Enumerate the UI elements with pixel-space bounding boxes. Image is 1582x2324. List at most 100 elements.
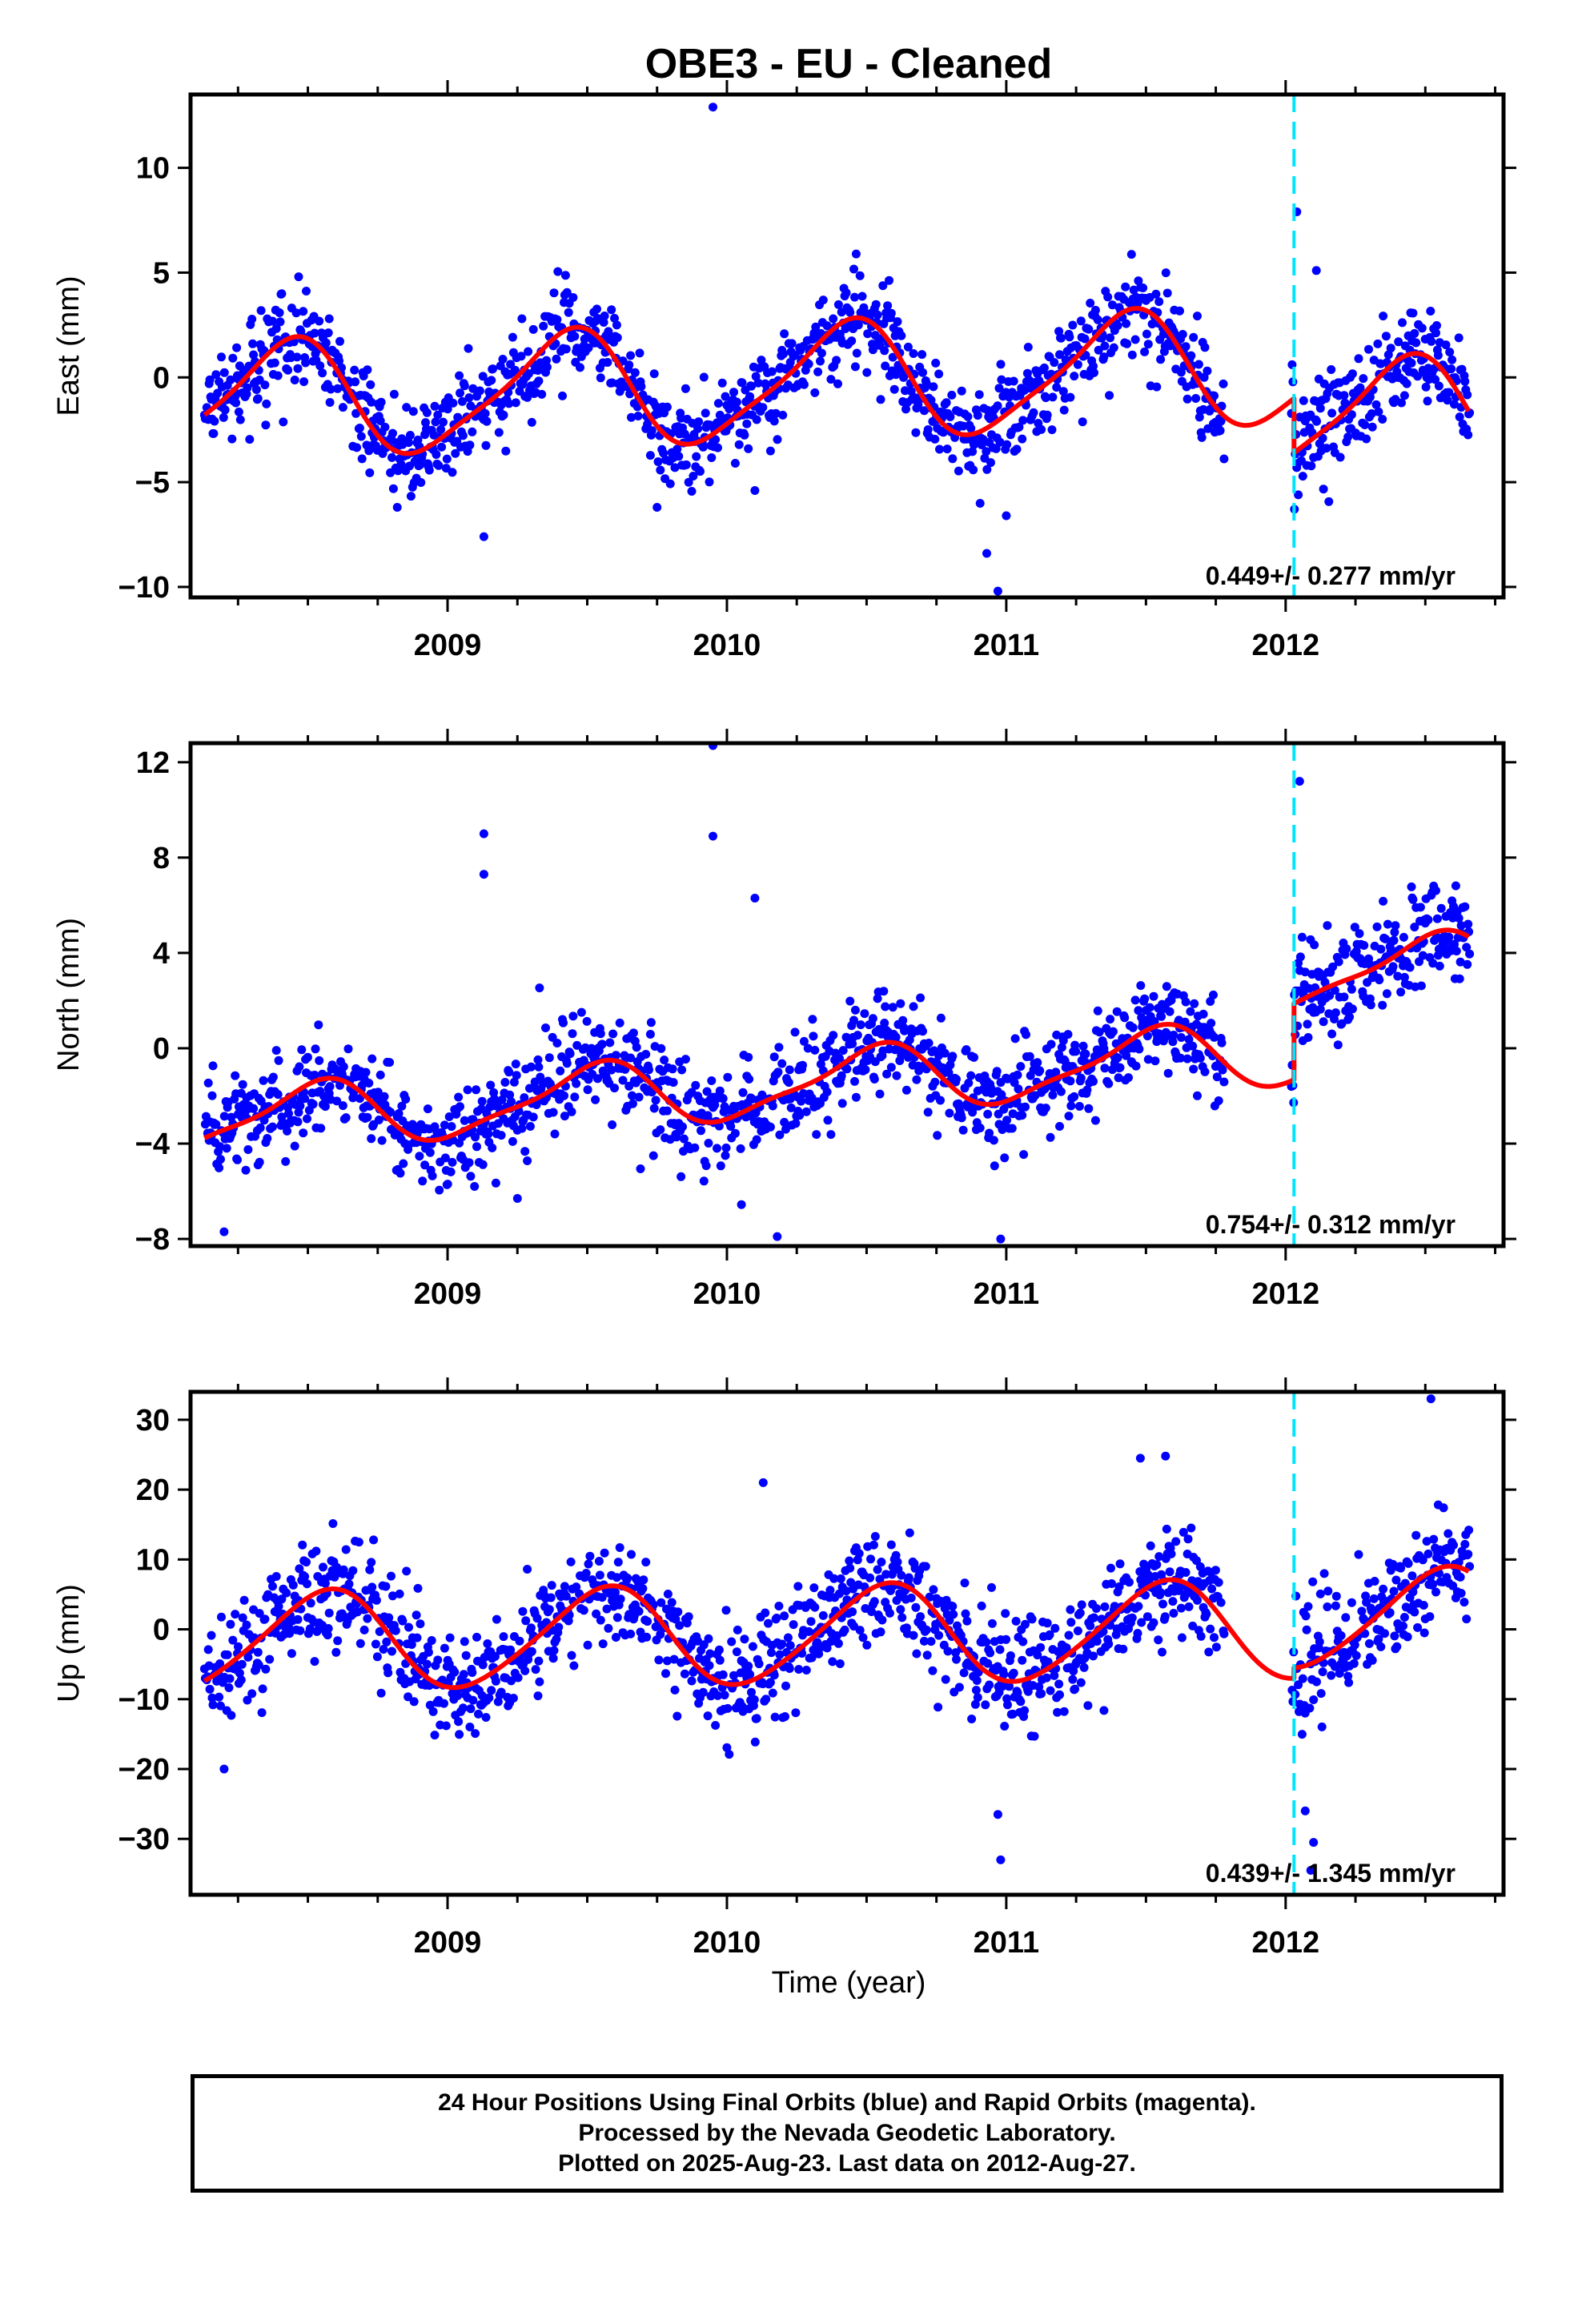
data-point [488,1143,497,1152]
data-point [822,1088,832,1096]
y-tick-label: 12 [136,746,170,780]
x-tick-label: 2012 [1252,1277,1320,1311]
x-axis-label: Time (year) [772,1966,926,2000]
data-point [520,1093,529,1103]
data-point [297,1045,307,1055]
data-point [268,1122,277,1132]
data-point [448,398,458,408]
data-point [673,444,682,454]
data-point [440,1153,450,1163]
data-point [348,1566,358,1575]
data-point [750,1737,760,1747]
data-point [1162,1524,1171,1534]
data-point [773,1068,783,1077]
data-point [687,487,697,496]
data-point [892,1071,901,1080]
data-point [1162,288,1172,298]
data-point [386,1108,396,1117]
data-point [732,1647,741,1657]
data-point [281,1156,291,1166]
data-point [1186,1007,1195,1016]
data-point [1408,1587,1418,1597]
data-point [1154,1552,1164,1562]
data-point [1018,1637,1028,1647]
data-point [504,399,514,408]
data-point [835,1659,845,1668]
data-point [275,317,285,327]
data-point [326,384,335,394]
data-point [1200,1067,1210,1076]
data-point [376,397,386,407]
data-point [1127,1613,1137,1622]
data-point [472,1632,481,1642]
data-point [646,1018,656,1027]
data-point [702,1087,712,1096]
data-point [1184,1602,1194,1611]
data-point [465,1723,475,1731]
data-point [227,1711,236,1720]
data-point [526,1623,536,1633]
data-point [1460,1539,1470,1549]
data-point [550,1129,560,1139]
data-point [765,1678,775,1687]
data-point [1350,1640,1359,1650]
data-point [526,1062,536,1072]
data-point-outlier [479,870,488,879]
data-point [1124,1073,1133,1083]
data-point [1023,1687,1033,1696]
data-point [1419,1601,1428,1610]
data-point [770,1712,780,1722]
data-point [1104,1639,1114,1649]
data-point [793,1582,803,1591]
data-point [881,361,890,371]
data-point [496,1687,506,1697]
data-point [1210,1633,1219,1642]
data-point [576,363,584,372]
data-point [744,1052,753,1062]
data-point [891,370,901,380]
data-point [511,1059,520,1069]
data-point-outlier [1161,1451,1170,1461]
data-point [1188,1041,1198,1051]
data-point [869,1075,879,1084]
data-point [1218,1065,1227,1075]
data-point [464,1158,474,1168]
data-point [391,1626,400,1635]
data-point [255,1609,264,1618]
data-point [1041,1104,1050,1113]
data-point [718,1094,728,1104]
data-point [483,1639,492,1648]
data-point [1374,1634,1383,1644]
data-point [1016,1062,1026,1072]
data-point [338,1101,347,1111]
data-point [1204,1647,1214,1657]
data-point-outlier [219,1227,229,1236]
data-point [1036,1642,1046,1652]
data-point [703,1711,713,1721]
data-point [1219,454,1229,464]
data-point [921,1562,930,1571]
data-point [1323,921,1332,931]
data-point [964,1078,974,1088]
data-point [1367,1655,1377,1665]
data-point [863,329,873,339]
data-point [1094,1027,1104,1037]
data-point [1302,1625,1311,1634]
data-point [1016,1697,1026,1707]
data-point [797,1096,806,1106]
data-point [721,392,730,401]
data-point [1315,404,1325,413]
data-point [707,453,717,462]
data-point [972,1676,982,1685]
data-point [862,368,872,377]
data-point-outlier [1426,1394,1435,1404]
data-point [558,391,567,400]
data-point [952,1075,961,1084]
data-point [533,1055,543,1064]
data-point [341,1545,351,1554]
data-point [1330,986,1339,995]
data-point [858,1633,868,1642]
data-point [1417,324,1427,333]
data-point-outlier [996,1855,1006,1864]
data-point [459,1670,468,1679]
